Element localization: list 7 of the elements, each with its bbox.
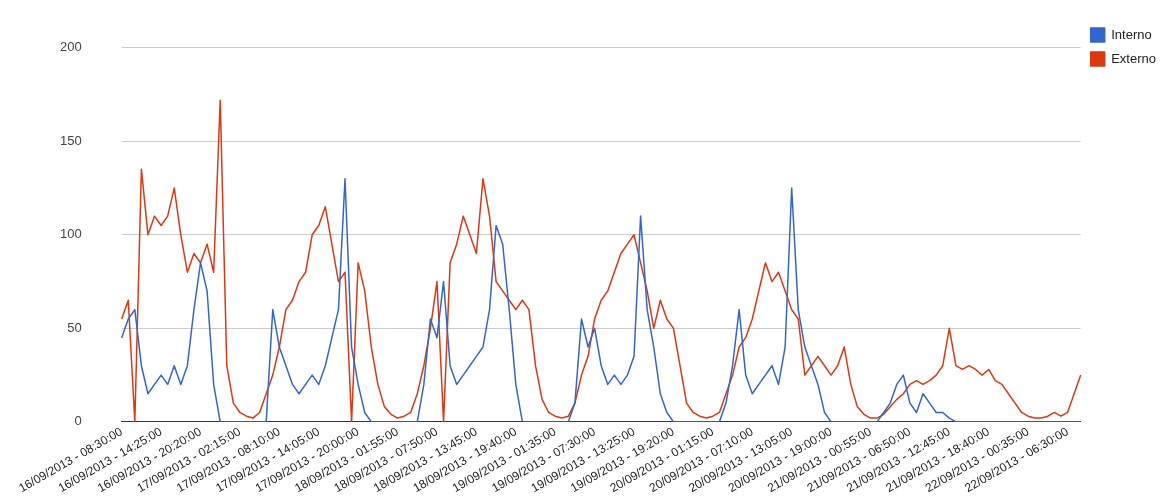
- y-tick-label: 200: [59, 39, 82, 55]
- y-tick-label: 50: [67, 319, 82, 335]
- y-tick-label: 100: [59, 226, 82, 242]
- legend-label: Externo: [1111, 50, 1157, 66]
- y-tick-label: 150: [59, 132, 82, 148]
- y-tick-label: 0: [74, 413, 82, 429]
- legend-label: Interno: [1111, 26, 1152, 42]
